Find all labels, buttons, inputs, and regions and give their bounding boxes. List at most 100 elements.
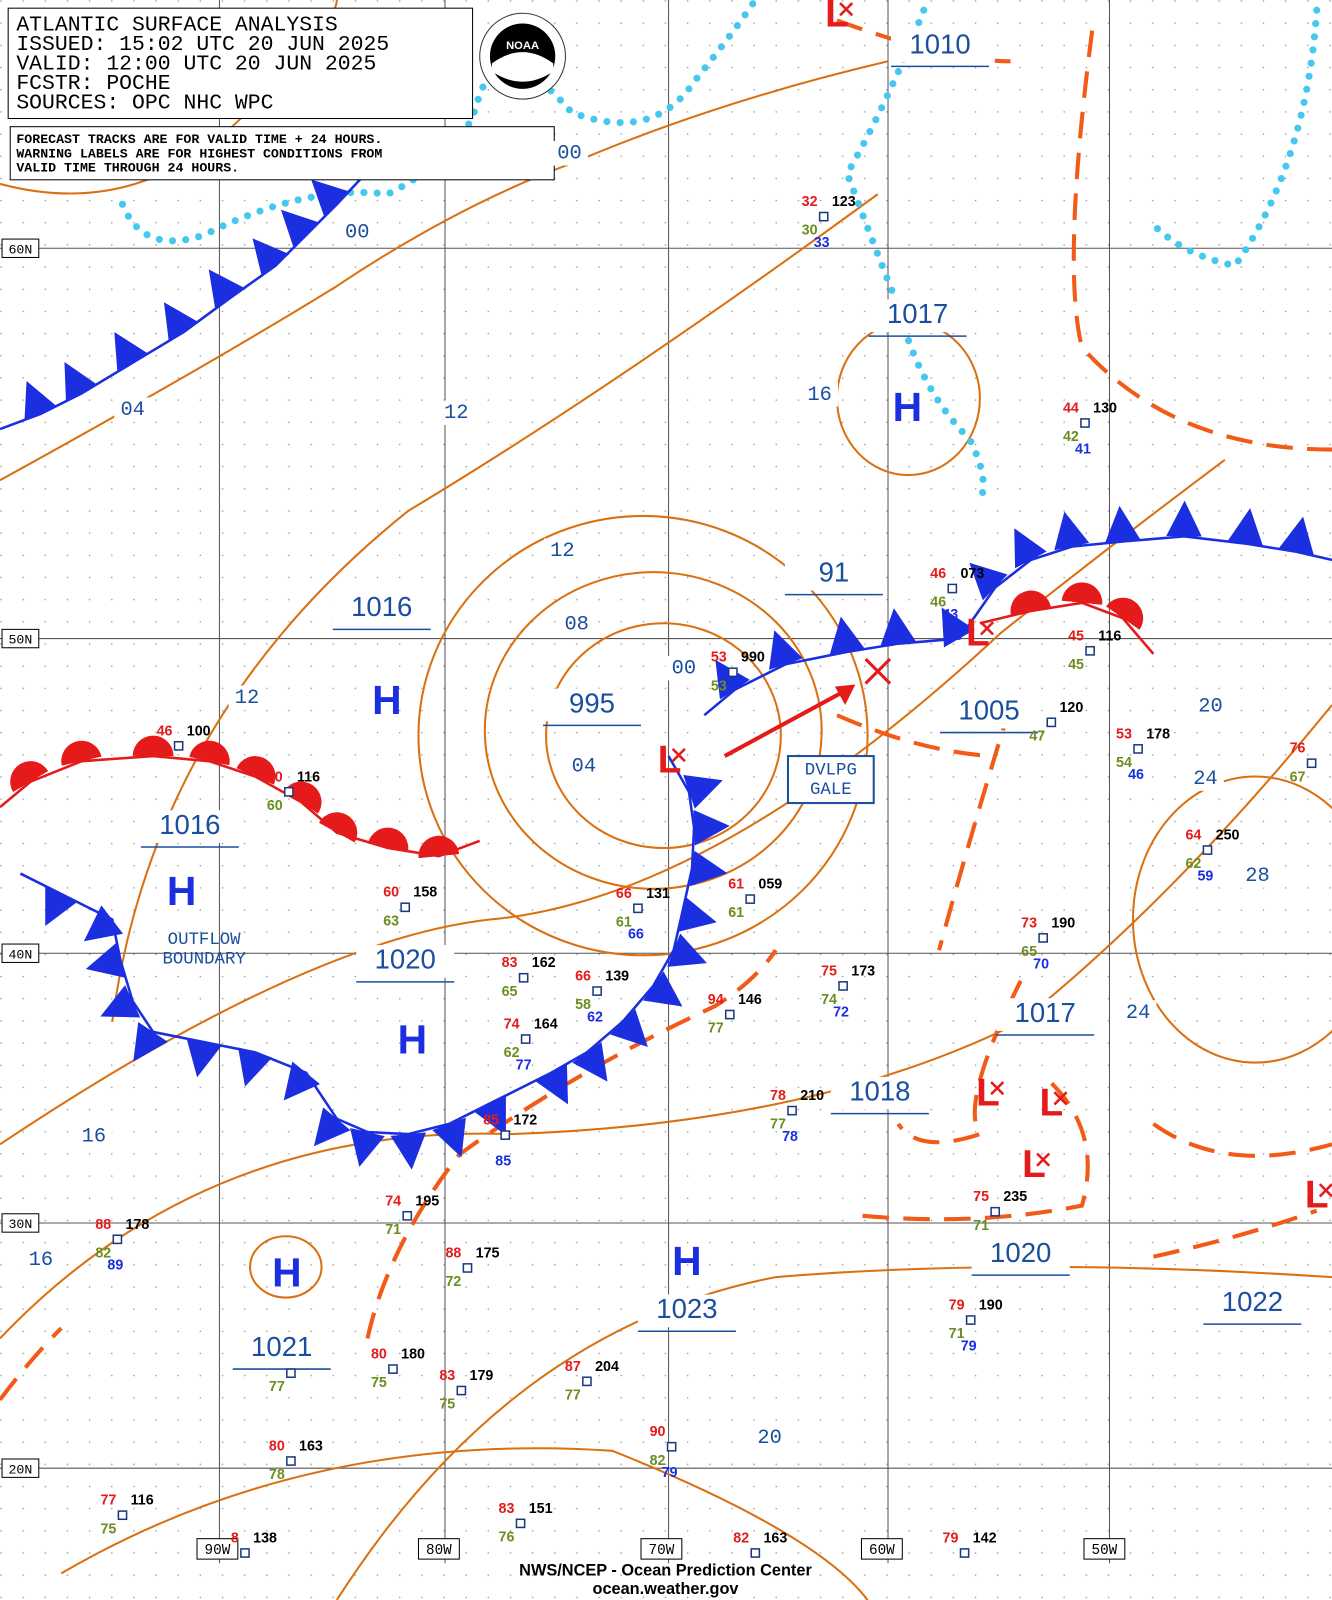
station-marker bbox=[990, 1206, 1001, 1217]
station-marker bbox=[1046, 717, 1057, 728]
station-temp: 82 bbox=[733, 1530, 749, 1546]
station-marker bbox=[582, 1376, 592, 1387]
high-center: H bbox=[398, 1016, 427, 1062]
station-sst: 66 bbox=[628, 927, 644, 943]
station-pres: 116 bbox=[131, 1493, 154, 1509]
notice-line: FORECAST TRACKS ARE FOR VALID TIME + 24 … bbox=[16, 132, 382, 147]
noaa-logo bbox=[479, 12, 566, 100]
station-marker bbox=[724, 1009, 735, 1020]
gale-label: GALE bbox=[810, 781, 852, 800]
label-bg bbox=[543, 688, 641, 722]
isobar-label: 12 bbox=[444, 402, 468, 425]
station-temp: 87 bbox=[565, 1359, 581, 1375]
station-sst: 79 bbox=[662, 1465, 678, 1481]
station-marker bbox=[787, 1105, 797, 1116]
warm-front bbox=[0, 735, 481, 859]
cold-front bbox=[19, 755, 730, 1170]
header-line: SOURCES: OPC NHC WPC bbox=[16, 91, 273, 115]
station-pres: 164 bbox=[534, 1017, 558, 1033]
label-bg bbox=[751, 1425, 788, 1450]
station-dew: 82 bbox=[650, 1453, 666, 1469]
isobar-label: 28 bbox=[1245, 865, 1269, 888]
station-dew: 75 bbox=[371, 1375, 387, 1391]
station-temp: 73 bbox=[1021, 915, 1037, 931]
station-temp: 80 bbox=[371, 1347, 387, 1363]
station-pres: 163 bbox=[763, 1530, 787, 1546]
lon-box bbox=[196, 1538, 239, 1560]
station-dew: 71 bbox=[949, 1326, 965, 1342]
station-dew: 54 bbox=[1116, 755, 1132, 771]
station-sst: 59 bbox=[1198, 868, 1214, 884]
station-temp: 44 bbox=[1063, 400, 1079, 416]
station-pres: 116 bbox=[1098, 628, 1121, 644]
lat-label: 40N bbox=[8, 947, 32, 962]
station-dew: 75 bbox=[100, 1521, 116, 1537]
station-marker bbox=[1306, 758, 1317, 769]
isobar-label: 12 bbox=[235, 687, 259, 710]
station-dew: 45 bbox=[1068, 657, 1084, 673]
gale-label: DVLPG bbox=[805, 761, 857, 780]
station-marker bbox=[456, 1385, 467, 1396]
station-pres: 116 bbox=[297, 769, 320, 785]
low-x bbox=[839, 2, 854, 17]
station-pres: 175 bbox=[476, 1245, 500, 1261]
station-dew: 58 bbox=[575, 997, 591, 1013]
station-sst: 33 bbox=[814, 235, 830, 251]
cold-front bbox=[0, 170, 369, 431]
station-temp: 60 bbox=[267, 769, 283, 785]
station-dew: 53 bbox=[711, 678, 727, 694]
station-marker bbox=[286, 1456, 296, 1466]
station-temp: 83 bbox=[439, 1368, 455, 1384]
notice-line: WARNING LABELS ARE FOR HIGHEST CONDITION… bbox=[16, 146, 382, 161]
station-marker bbox=[388, 1364, 398, 1374]
station-dew: 71 bbox=[385, 1222, 401, 1238]
station-temp: 60 bbox=[383, 885, 399, 901]
station-pres: 990 bbox=[741, 650, 765, 666]
station-dew: 76 bbox=[499, 1529, 515, 1545]
lon-box bbox=[860, 1538, 903, 1560]
notice-line: VALID TIME THROUGH 24 HOURS. bbox=[16, 161, 239, 176]
label-bg bbox=[140, 810, 239, 843]
header-box bbox=[7, 7, 474, 120]
station-sst: 72 bbox=[833, 1004, 849, 1020]
lon-label: 70W bbox=[649, 1543, 675, 1559]
station-marker bbox=[402, 1210, 413, 1221]
station-pres: 235 bbox=[1003, 1189, 1027, 1205]
label-bg bbox=[971, 1238, 1070, 1271]
pressure-label: 995 bbox=[569, 687, 615, 718]
station-temp: 85 bbox=[483, 1113, 499, 1129]
station-temp: 79 bbox=[943, 1530, 959, 1546]
isobar-label: 24 bbox=[1126, 1002, 1150, 1025]
label-bg bbox=[940, 695, 1039, 729]
station-dew: 46 bbox=[930, 595, 946, 611]
station-dew: 75 bbox=[439, 1397, 455, 1413]
high-center: H bbox=[372, 677, 401, 723]
label-bg bbox=[228, 685, 266, 711]
station-dew: 30 bbox=[802, 223, 818, 239]
station-pres: 190 bbox=[1051, 915, 1075, 931]
outflow-label: BOUNDARY bbox=[162, 950, 246, 969]
station-temp: 76 bbox=[1290, 741, 1306, 757]
label-bg bbox=[232, 1332, 331, 1365]
lon-box bbox=[640, 1538, 683, 1560]
station-marker bbox=[520, 1034, 531, 1044]
station-pres: 139 bbox=[605, 969, 629, 985]
station-temp: 83 bbox=[499, 1501, 515, 1517]
label-bg bbox=[437, 400, 475, 426]
label-bg bbox=[565, 754, 603, 779]
pressure-label: 1022 bbox=[1222, 1286, 1283, 1317]
station-pres: 178 bbox=[1146, 726, 1170, 742]
station-temp: 46 bbox=[930, 566, 946, 582]
label-bg bbox=[868, 299, 967, 333]
station-temp: 83 bbox=[502, 955, 518, 971]
station-temp: 61 bbox=[728, 877, 744, 893]
station-temp: 75 bbox=[973, 1189, 989, 1205]
station-marker bbox=[592, 986, 602, 996]
notice-box bbox=[9, 126, 555, 181]
station-temp: 74 bbox=[385, 1193, 401, 1209]
station-dew: 47 bbox=[1029, 728, 1045, 744]
footer-url: ocean.weather.gov bbox=[592, 1580, 739, 1598]
station-marker bbox=[1038, 933, 1049, 943]
low-x bbox=[1036, 1152, 1051, 1167]
